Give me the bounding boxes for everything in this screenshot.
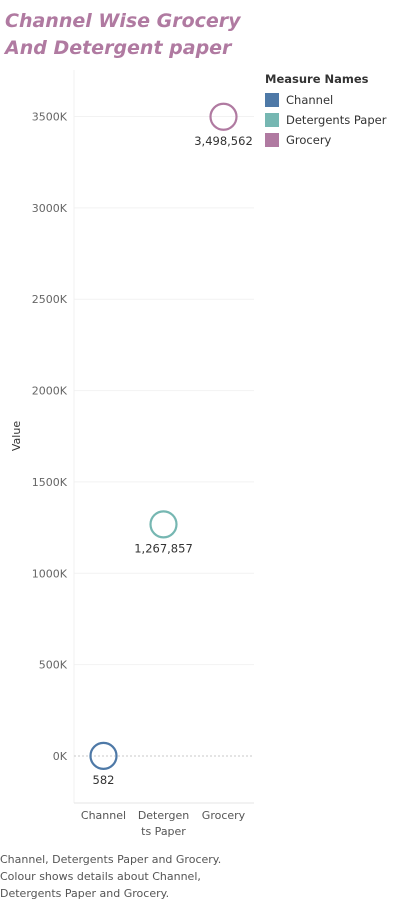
x-tick-label: Channel — [81, 809, 126, 822]
data-point — [209, 102, 238, 131]
caption-line-1: Channel, Detergents Paper and Grocery. — [0, 853, 222, 866]
chart-title-line-2: And Detergent paper — [5, 37, 232, 59]
data-label: 1,267,857 — [134, 541, 193, 555]
legend-swatch-detergents-paper — [265, 113, 279, 127]
y-tick-label: 1500K — [32, 476, 68, 489]
y-tick-label: 0K — [53, 750, 68, 763]
y-tick-label: 2500K — [32, 293, 68, 306]
legend-item-detergents-paper[interactable]: Detergents Paper — [265, 110, 386, 130]
chart-title: Channel Wise Grocery And Detergent paper — [5, 8, 245, 62]
data-label: 582 — [93, 773, 115, 787]
caption: Channel, Detergents Paper and Grocery. C… — [0, 851, 260, 902]
legend-label-grocery: Grocery — [286, 133, 332, 147]
data-point — [149, 510, 178, 539]
y-tick-label: 3500K — [32, 111, 68, 124]
caption-line-3: Detergents Paper and Grocery. — [0, 887, 170, 900]
data-point — [89, 741, 118, 770]
y-tick-label: 2000K — [32, 385, 68, 398]
legend-swatch-grocery — [265, 133, 279, 147]
legend-item-channel[interactable]: Channel — [265, 90, 386, 110]
x-tick-label: ts Paper — [141, 825, 186, 838]
chart-title-line-1: Channel Wise Grocery — [5, 10, 241, 32]
data-label: 3,498,562 — [194, 134, 253, 148]
legend-label-detergents-paper: Detergents Paper — [286, 113, 387, 127]
y-axis-label: Value — [10, 421, 23, 451]
y-tick-label: 1000K — [32, 567, 68, 580]
legend: Measure Names Channel Detergents Paper G… — [265, 72, 386, 150]
x-tick-label: Grocery — [202, 809, 246, 822]
y-tick-label: 3000K — [32, 202, 68, 215]
x-tick-label: Detergen — [138, 809, 189, 822]
legend-label-channel: Channel — [286, 93, 334, 107]
legend-title: Measure Names — [265, 72, 369, 86]
caption-line-2: Colour shows details about Channel, — [0, 870, 201, 883]
legend-swatch-channel — [265, 93, 279, 107]
legend-item-grocery[interactable]: Grocery — [265, 130, 386, 150]
y-tick-label: 500K — [39, 659, 68, 672]
